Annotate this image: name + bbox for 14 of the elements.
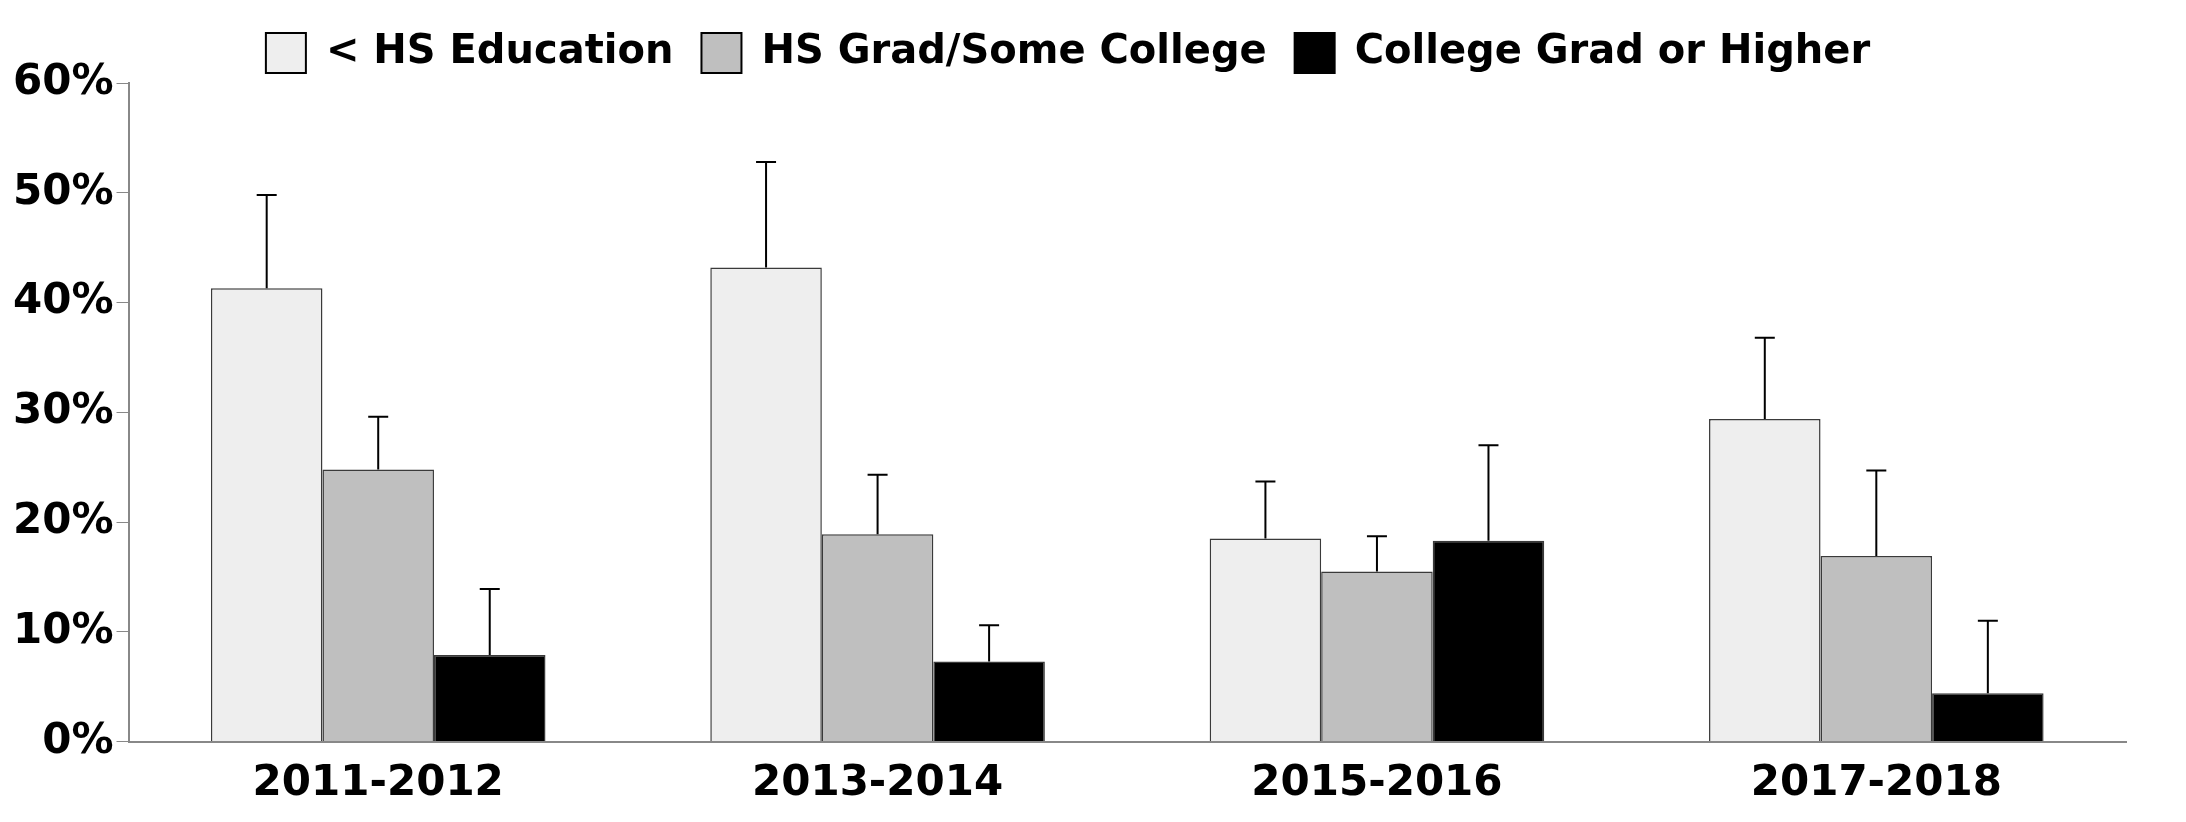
y-tick-label: 0%	[42, 713, 114, 763]
y-tick-label: 30%	[13, 384, 114, 434]
y-tick-label: 20%	[13, 493, 114, 543]
x-tick-label: 2017-2018	[1750, 755, 2002, 805]
x-tick-label: 2013-2014	[751, 755, 1004, 805]
y-tick-label: 50%	[13, 164, 114, 214]
y-tick-label: 60%	[13, 54, 114, 104]
legend-label: < HS Education	[325, 26, 674, 73]
legend-label: HS Grad/Some College	[761, 26, 1267, 73]
y-tick-label: 40%	[13, 274, 114, 324]
y-tick-label: 10%	[13, 603, 114, 653]
legend-label: College Grad or Higher	[1354, 26, 1871, 73]
x-tick-label: 2015-2016	[1251, 755, 1503, 805]
x-tick-label: 2011-2012	[252, 755, 504, 805]
